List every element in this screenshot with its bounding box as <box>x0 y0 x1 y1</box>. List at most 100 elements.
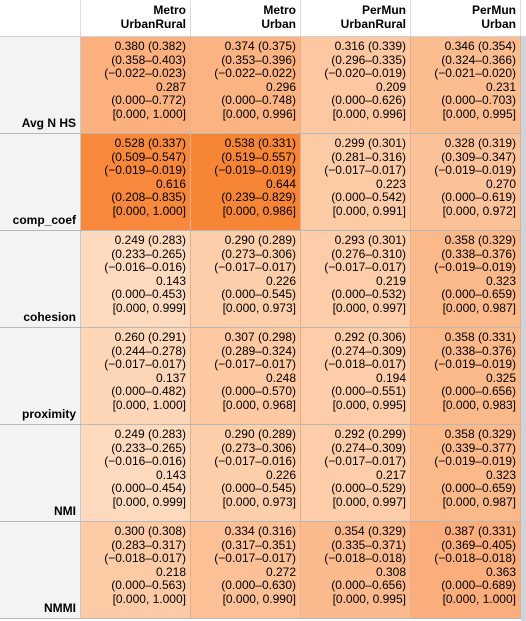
cell-line: [0.000, 1.000] <box>112 203 186 218</box>
column-header[interactable]: PerMun Urban <box>411 0 521 36</box>
cell-line: (0.000–0.772) <box>111 93 186 107</box>
cell-line: 0.260 (0.291) <box>114 330 186 344</box>
row-header[interactable]: NMI <box>0 425 81 521</box>
table-cell[interactable]: 0.300 (0.308) (0.283–0.317) (−0.018–0.017)… <box>81 522 191 618</box>
table-cell[interactable]: 0.346 (0.354) (0.324–0.366) (−0.021–0.020)… <box>411 37 521 133</box>
cell-line: (0.233–0.265) <box>111 440 186 455</box>
cell-line: (0.338–0.376) <box>441 246 516 261</box>
cell-line: (−0.019–0.019) <box>434 163 516 177</box>
table-cell[interactable]: 0.358 (0.329) (0.338–0.376) (−0.019–0.019)… <box>411 231 521 327</box>
table-cell[interactable]: 0.292 (0.306) (0.274–0.309) (−0.018–0.017)… <box>301 328 411 424</box>
cell-line: (0.509–0.547) <box>111 149 186 164</box>
column-header[interactable]: Metro UrbanRural <box>81 0 191 36</box>
cell-line: [0.000, 0.987] <box>442 494 516 509</box>
cell-line: 0.287 <box>155 79 186 94</box>
cell-line: (0.000–0.545) <box>221 287 296 301</box>
row-label: proximity <box>21 407 76 421</box>
column-header[interactable]: Metro Urban <box>191 0 301 36</box>
cell-line: [0.000, 0.995] <box>442 106 516 121</box>
table-body: Avg N HS 0.380 (0.382) (0.358–0.403) (−0.02… <box>0 37 526 619</box>
cell-line: (0.208–0.835) <box>111 190 186 204</box>
cell-line: 0.363 <box>485 564 516 579</box>
column-header-line1: Metro <box>263 3 296 17</box>
table-cell[interactable]: 0.307 (0.298) (0.289–0.324) (−0.017–0.017)… <box>191 328 301 424</box>
cell-line: 0.307 (0.298) <box>224 330 296 344</box>
cell-line: 0.299 (0.301) <box>334 136 406 150</box>
table-cell[interactable]: 0.538 (0.331) (0.519–0.557) (−0.019–0.019)… <box>191 134 301 230</box>
row-label: cohesion <box>23 310 76 324</box>
cell-line: 0.616 <box>155 176 186 191</box>
cell-line: 0.218 <box>155 564 186 579</box>
cell-line: [0.000, 0.997] <box>332 494 406 509</box>
cell-line: [0.000, 0.972] <box>442 203 516 218</box>
table-row: comp_coef 0.528 (0.337) (0.509–0.547) (−0.0… <box>0 134 526 231</box>
scrollbar-track[interactable] <box>521 36 526 621</box>
column-header[interactable]: PerMun UrbanRural <box>301 0 411 36</box>
cell-line: (0.000–0.545) <box>221 481 296 495</box>
cell-line: (−0.018–0.018) <box>434 551 516 565</box>
row-header[interactable]: proximity <box>0 328 81 424</box>
cell-line: (0.274–0.309) <box>331 343 406 358</box>
table-cell[interactable]: 0.293 (0.301) (0.276–0.310) (−0.017–0.017)… <box>301 231 411 327</box>
cell-line: (0.233–0.265) <box>111 246 186 261</box>
cell-line: 0.290 (0.289) <box>224 427 296 441</box>
cell-line: (0.276–0.310) <box>331 246 406 261</box>
table-cell[interactable]: 0.316 (0.339) (0.296–0.335) (−0.020–0.019)… <box>301 37 411 133</box>
column-header-line1: PerMun <box>361 3 406 17</box>
cell-line: (0.000–0.659) <box>441 287 516 301</box>
table-cell[interactable]: 0.249 (0.283) (0.233–0.265) (−0.016–0.016)… <box>81 231 191 327</box>
row-header[interactable]: comp_coef <box>0 134 81 230</box>
cell-line: (0.309–0.347) <box>441 149 516 164</box>
table-cell[interactable]: 0.358 (0.329) (0.339–0.377) (−0.019–0.019)… <box>411 425 521 521</box>
cell-line: 0.346 (0.354) <box>444 39 516 53</box>
row-header[interactable]: cohesion <box>0 231 81 327</box>
cell-line: (0.000–0.656) <box>441 384 516 398</box>
table-cell[interactable]: 0.354 (0.329) (0.335–0.371) (−0.018–0.018)… <box>301 522 411 618</box>
cell-line: 0.248 <box>265 370 296 385</box>
row-header[interactable]: NMMI <box>0 522 81 618</box>
cell-line: 0.334 (0.316) <box>224 524 296 538</box>
cell-line: (−0.018–0.018) <box>324 551 406 565</box>
table-row: NMMI 0.300 (0.308) (0.283–0.317) (−0.018–0.… <box>0 522 526 619</box>
table-cell[interactable]: 0.328 (0.319) (0.309–0.347) (−0.019–0.019)… <box>411 134 521 230</box>
cell-line: 0.374 (0.375) <box>224 39 296 53</box>
table-cell[interactable]: 0.380 (0.382) (0.358–0.403) (−0.022–0.023)… <box>81 37 191 133</box>
cell-line: 0.358 (0.329) <box>444 233 516 247</box>
table-cell[interactable]: 0.260 (0.291) (0.244–0.278) (−0.017–0.017)… <box>81 328 191 424</box>
cell-line: [0.000, 0.997] <box>332 300 406 315</box>
cell-line: (0.296–0.335) <box>331 52 406 67</box>
table-row: proximity 0.260 (0.291) (0.244–0.278) (−0.0… <box>0 328 526 425</box>
cell-line: (0.000–0.542) <box>331 190 406 204</box>
table-cell[interactable]: 0.290 (0.289) (0.273–0.306) (−0.017–0.016)… <box>191 425 301 521</box>
cell-line: 0.308 <box>375 564 406 579</box>
cell-line: (0.369–0.405) <box>441 537 516 552</box>
column-header-line1: PerMun <box>471 3 516 17</box>
cell-line: [0.000, 0.986] <box>222 203 296 218</box>
cell-line: 0.300 (0.308) <box>114 524 186 538</box>
cell-line: 0.387 (0.331) <box>444 524 516 538</box>
cell-line: 0.223 <box>375 176 406 191</box>
header-corner-cell[interactable] <box>0 0 81 36</box>
cell-line: 0.231 <box>485 79 516 94</box>
table-cell[interactable]: 0.528 (0.337) (0.509–0.547) (−0.019–0.019)… <box>81 134 191 230</box>
table-cell[interactable]: 0.292 (0.299) (0.274–0.309) (−0.017–0.017)… <box>301 425 411 521</box>
table-cell[interactable]: 0.387 (0.331) (0.369–0.405) (−0.018–0.018)… <box>411 522 521 618</box>
cell-line: (0.000–0.453) <box>111 287 186 301</box>
table-cell[interactable]: 0.374 (0.375) (0.353–0.396) (−0.022–0.022)… <box>191 37 301 133</box>
table-cell[interactable]: 0.334 (0.316) (0.317–0.351) (−0.017–0.017)… <box>191 522 301 618</box>
table-cell[interactable]: 0.249 (0.283) (0.233–0.265) (−0.016–0.016)… <box>81 425 191 521</box>
column-header-line2: UrbanRural <box>340 17 406 31</box>
cell-line: (0.283–0.317) <box>111 537 186 552</box>
cell-line: [0.000, 0.996] <box>222 106 296 121</box>
cell-line: 0.538 (0.331) <box>224 136 296 150</box>
cell-line: 0.292 (0.306) <box>334 330 406 344</box>
table-cell[interactable]: 0.299 (0.301) (0.281–0.316) (−0.017–0.017)… <box>301 134 411 230</box>
cell-line: (0.289–0.324) <box>221 343 296 358</box>
table-cell[interactable]: 0.290 (0.289) (0.273–0.306) (−0.017–0.017)… <box>191 231 301 327</box>
cell-line: (0.239–0.829) <box>221 190 296 204</box>
table-cell[interactable]: 0.358 (0.331) (0.338–0.376) (−0.019–0.019)… <box>411 328 521 424</box>
column-header-line2: Urban <box>481 17 516 31</box>
row-header[interactable]: Avg N HS <box>0 37 81 133</box>
cell-line: 0.290 (0.289) <box>224 233 296 247</box>
cell-line: 0.354 (0.329) <box>334 524 406 538</box>
